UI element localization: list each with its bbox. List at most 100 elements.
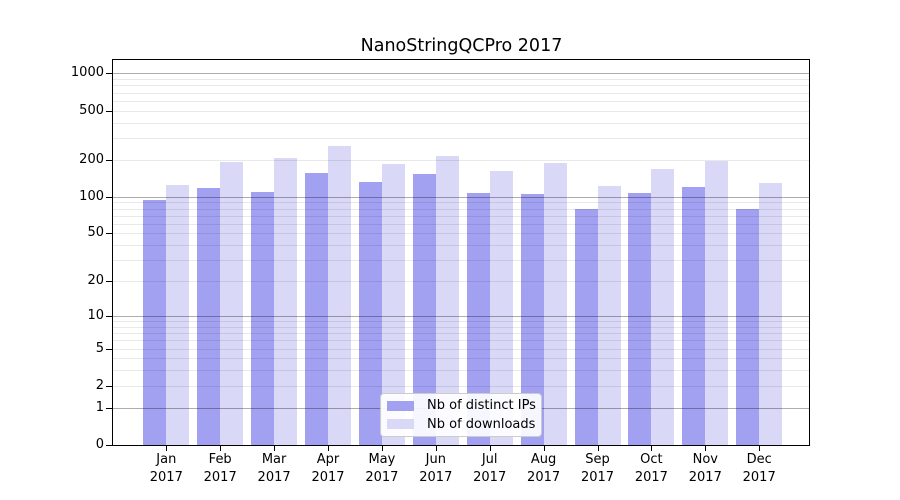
y-tick-mark (106, 73, 113, 74)
bar-jun-downloads (435, 155, 459, 445)
bar-jan-downloads (166, 184, 190, 445)
x-tick-label-line: Jul (481, 452, 498, 467)
x-tick-label-apr: Apr 2017 (300, 451, 356, 486)
y-tick-label-5: 5 (95, 341, 104, 356)
minor-gridline-8 (113, 327, 810, 328)
bar-may-distinct-ips (358, 182, 382, 445)
x-tick-mark (435, 446, 437, 451)
x-tick-label-jul: Jul 2017 (462, 451, 518, 486)
x-tick-mark (166, 446, 168, 451)
bar-jan-distinct-ips (143, 200, 167, 445)
gridline-200 (113, 160, 810, 161)
x-tick-label-line: 2017 (203, 469, 237, 485)
minor-gridline-400 (113, 123, 810, 124)
x-tick-label-line: 2017 (527, 469, 561, 485)
gridline-20 (113, 281, 810, 282)
x-tick-label-line: 2017 (634, 469, 668, 485)
y-tick-mark (106, 233, 113, 234)
minor-gridline-60 (113, 224, 810, 225)
legend-row-downloads: Nb of downloads (381, 418, 541, 431)
y-tick-label-200: 200 (79, 152, 104, 167)
minor-gridline-4 (113, 358, 810, 359)
gridline-50 (113, 233, 810, 234)
x-tick-label-line: Feb (208, 452, 232, 467)
x-tick-label-line: 2017 (257, 469, 291, 485)
y-tick-label-20: 20 (87, 273, 104, 288)
minor-gridline-600 (113, 101, 810, 102)
bar-sep-downloads (597, 185, 621, 445)
bar-dec-distinct-ips (736, 209, 760, 445)
minor-gridline-700 (113, 93, 810, 94)
gridline-10 (113, 316, 810, 317)
bar-dec-downloads (759, 183, 783, 445)
bar-nov-downloads (705, 160, 729, 445)
minor-gridline-3 (113, 370, 810, 371)
x-tick-label-line: 2017 (419, 469, 453, 485)
x-tick-mark (705, 446, 707, 451)
bar-aug-distinct-ips (520, 193, 544, 445)
minor-gridline-7 (113, 333, 810, 334)
bar-feb-downloads (220, 162, 244, 445)
x-tick-mark (651, 446, 653, 451)
bar-may-downloads (381, 164, 405, 445)
bar-aug-downloads (543, 162, 567, 445)
legend-label-downloads: Nb of downloads (427, 416, 536, 432)
minor-gridline-30 (113, 260, 810, 261)
x-tick-label-feb: Feb 2017 (192, 451, 248, 486)
y-tick-mark (106, 408, 113, 409)
x-tick-label-line: 2017 (365, 469, 399, 485)
y-tick-label-50: 50 (87, 225, 104, 240)
bar-feb-distinct-ips (197, 187, 221, 445)
y-tick-mark (106, 316, 113, 317)
x-tick-mark (381, 446, 383, 451)
gridline-100 (113, 197, 810, 198)
x-tick-label-jun: Jun 2017 (408, 451, 464, 486)
x-tick-label-may: May 2017 (354, 451, 410, 486)
legend-swatch-downloads-icon (387, 419, 414, 429)
bar-jul-downloads (489, 170, 513, 445)
y-tick-label-500: 500 (79, 103, 104, 118)
legend-swatch-distinct-ips-icon (387, 401, 414, 411)
bar-nov-distinct-ips (682, 187, 706, 445)
gridline-2 (113, 386, 810, 387)
chart-title: NanoStringQCPro 2017 (360, 36, 563, 56)
legend: Nb of distinct IPs Nb of downloads (380, 393, 542, 437)
gridline-1000 (113, 73, 810, 74)
bar-mar-distinct-ips (251, 192, 275, 445)
bar-jul-distinct-ips (466, 192, 490, 445)
minor-gridline-40 (113, 245, 810, 246)
gridline-500 (113, 111, 810, 112)
x-tick-mark (220, 446, 222, 451)
bar-sep-distinct-ips (574, 208, 598, 445)
x-tick-label-line: Jan (156, 452, 177, 467)
minor-gridline-70 (113, 216, 810, 217)
x-tick-label-line: Oct (640, 452, 663, 467)
minor-gridline-9 (113, 321, 810, 322)
x-tick-label-line: 2017 (149, 469, 183, 485)
y-tick-label-100: 100 (79, 189, 104, 204)
minor-gridline-300 (113, 138, 810, 139)
x-tick-mark (597, 446, 599, 451)
y-tick-mark (106, 386, 113, 387)
x-tick-label-nov: Nov 2017 (677, 451, 733, 486)
bar-mar-downloads (274, 157, 298, 445)
x-tick-label-line: 2017 (311, 469, 345, 485)
y-tick-mark (106, 197, 113, 198)
y-tick-label-1: 1 (95, 400, 104, 415)
minor-gridline-80 (113, 209, 810, 210)
bar-apr-downloads (328, 145, 351, 445)
x-tick-label-line: Dec (746, 452, 772, 467)
minor-gridline-800 (113, 85, 810, 86)
y-tick-mark (106, 160, 113, 161)
minor-gridline-90 (113, 202, 810, 203)
x-tick-label-line: 2017 (688, 469, 722, 485)
minor-gridline-6 (113, 340, 810, 341)
x-tick-label-oct: Oct 2017 (623, 451, 679, 486)
x-tick-label-jan: Jan 2017 (138, 451, 194, 486)
x-tick-label-line: May (368, 452, 396, 467)
y-tick-label-2: 2 (95, 378, 104, 393)
x-tick-mark (759, 446, 761, 451)
x-tick-label-line: Aug (530, 452, 557, 467)
y-tick-mark (106, 349, 113, 350)
